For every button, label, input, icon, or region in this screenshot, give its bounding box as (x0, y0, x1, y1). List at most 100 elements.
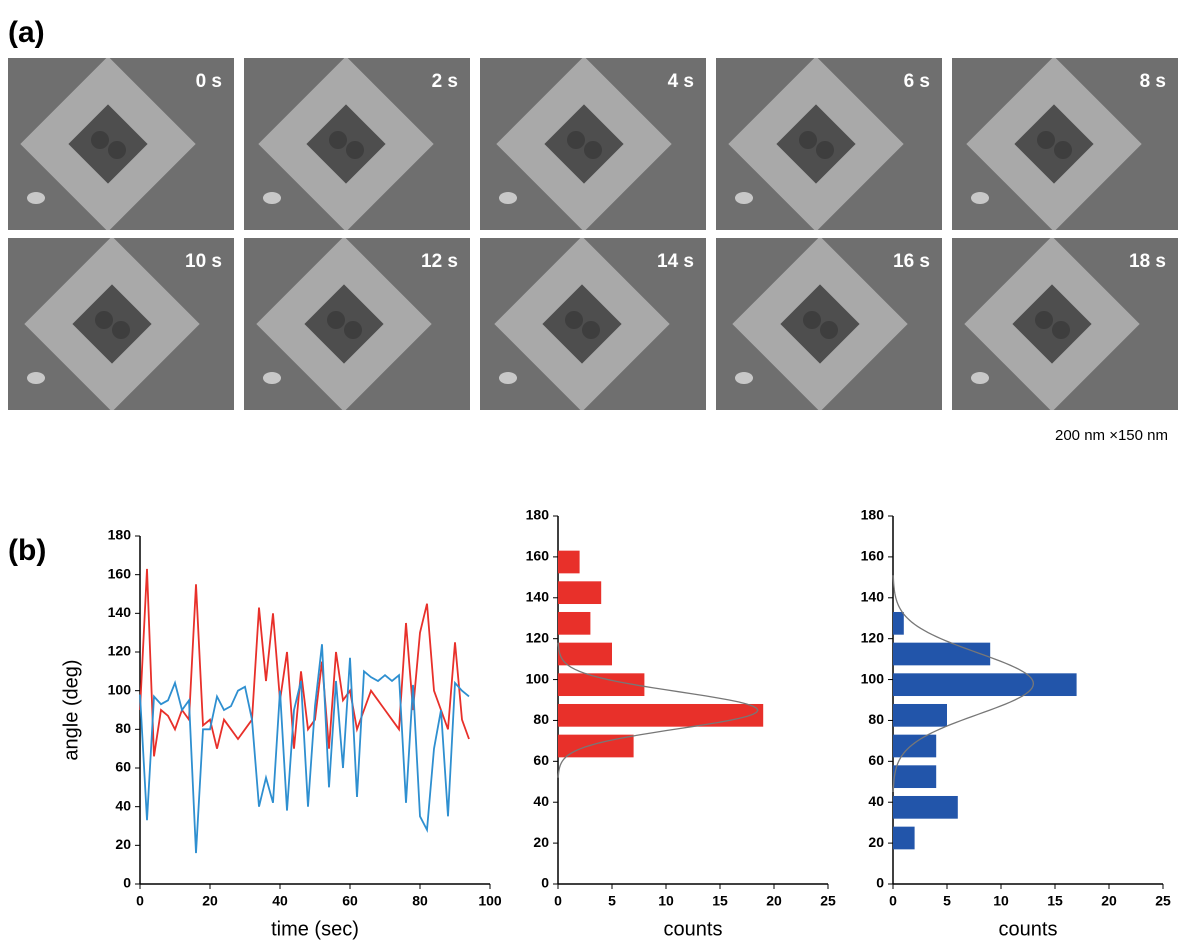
blob (95, 311, 113, 329)
blob (567, 131, 585, 149)
hist-bar (558, 581, 602, 605)
blob (327, 311, 345, 329)
y-tick-label: 40 (115, 797, 131, 813)
x-tick-label: 5 (943, 893, 951, 909)
blob (816, 141, 834, 159)
particle (263, 372, 281, 384)
y-tick-label: 180 (526, 507, 550, 523)
x-tick-label: 25 (820, 893, 836, 909)
y-tick-label: 20 (533, 834, 549, 850)
blob (565, 311, 583, 329)
x-axis-title: counts (664, 918, 723, 940)
frame-label: 2 s (432, 71, 458, 92)
y-tick-label: 60 (533, 752, 549, 768)
hist-bar (893, 795, 958, 819)
data-line (139, 644, 470, 854)
y-tick-label: 100 (861, 670, 885, 686)
y-tick-label: 0 (123, 875, 131, 891)
fit-curve (557, 642, 759, 778)
y-tick-label: 120 (861, 629, 885, 645)
hist-bar (893, 734, 937, 758)
hist-bar (558, 673, 645, 697)
hist-bar (558, 642, 612, 666)
y-tick-label: 80 (868, 711, 884, 727)
frame-label: 12 s (421, 251, 458, 272)
x-tick-label: 10 (993, 893, 1009, 909)
afm-frame: 8 s (952, 58, 1178, 230)
hist-bar (893, 765, 937, 789)
blob (346, 141, 364, 159)
x-tick-label: 20 (766, 893, 782, 909)
afm-frame: 10 s (8, 238, 234, 410)
afm-frame: 2 s (244, 58, 470, 230)
x-tick-label: 0 (554, 893, 562, 909)
frame-label: 10 s (185, 251, 222, 272)
hist-bar (558, 550, 580, 574)
blob (803, 311, 821, 329)
frame-label: 14 s (657, 251, 694, 272)
y-tick-label: 180 (108, 527, 132, 543)
frame-label: 4 s (668, 71, 694, 92)
afm-frame: 14 s (480, 238, 706, 410)
afm-frame: 6 s (716, 58, 942, 230)
x-tick-label: 5 (608, 893, 616, 909)
x-tick-label: 60 (342, 893, 358, 909)
blob (1035, 311, 1053, 329)
y-tick-label: 160 (108, 565, 132, 581)
y-tick-label: 140 (861, 588, 885, 604)
particle (499, 372, 517, 384)
hist-bar (558, 734, 634, 758)
x-tick-label: 80 (412, 893, 428, 909)
particle (735, 192, 753, 204)
blob (582, 321, 600, 339)
y-tick-label: 100 (108, 681, 132, 697)
y-tick-label: 80 (533, 711, 549, 727)
blob (584, 141, 602, 159)
y-tick-label: 160 (861, 548, 885, 564)
particle (263, 192, 281, 204)
afm-frame: 4 s (480, 58, 706, 230)
x-axis-title: counts (999, 918, 1058, 940)
particle (971, 192, 989, 204)
blob (329, 131, 347, 149)
frame-label: 18 s (1129, 251, 1166, 272)
blob (799, 131, 817, 149)
y-tick-label: 180 (861, 507, 885, 523)
x-tick-label: 15 (1047, 893, 1063, 909)
frame-label: 6 s (904, 71, 930, 92)
hist-bar (893, 673, 1077, 697)
fit-curve (892, 575, 1035, 793)
y-tick-label: 0 (876, 875, 884, 891)
x-tick-label: 0 (889, 893, 897, 909)
panel-label: (a) (8, 16, 45, 49)
afm-frame: 18 s (952, 238, 1178, 410)
y-axis-title: angle (deg) (60, 659, 82, 760)
x-tick-label: 15 (712, 893, 728, 909)
x-tick-label: 40 (272, 893, 288, 909)
blob (1052, 321, 1070, 339)
y-tick-label: 0 (541, 875, 549, 891)
y-tick-label: 60 (868, 752, 884, 768)
afm-frame: 16 s (716, 238, 942, 410)
y-tick-label: 20 (115, 836, 131, 852)
frame-label: 0 s (196, 71, 222, 92)
particle (499, 192, 517, 204)
x-tick-label: 20 (1101, 893, 1117, 909)
blob (1037, 131, 1055, 149)
y-tick-label: 60 (115, 759, 131, 775)
hist-bar (893, 703, 947, 727)
blob (1054, 141, 1072, 159)
blob (91, 131, 109, 149)
y-tick-label: 120 (108, 643, 132, 659)
y-tick-label: 100 (526, 670, 550, 686)
y-tick-label: 40 (868, 793, 884, 809)
y-tick-label: 120 (526, 629, 550, 645)
blob (344, 321, 362, 339)
x-tick-label: 0 (136, 893, 144, 909)
frame-label: 8 s (1140, 71, 1166, 92)
y-tick-label: 80 (115, 720, 131, 736)
y-tick-label: 140 (526, 588, 550, 604)
x-tick-label: 20 (202, 893, 218, 909)
particle (27, 192, 45, 204)
